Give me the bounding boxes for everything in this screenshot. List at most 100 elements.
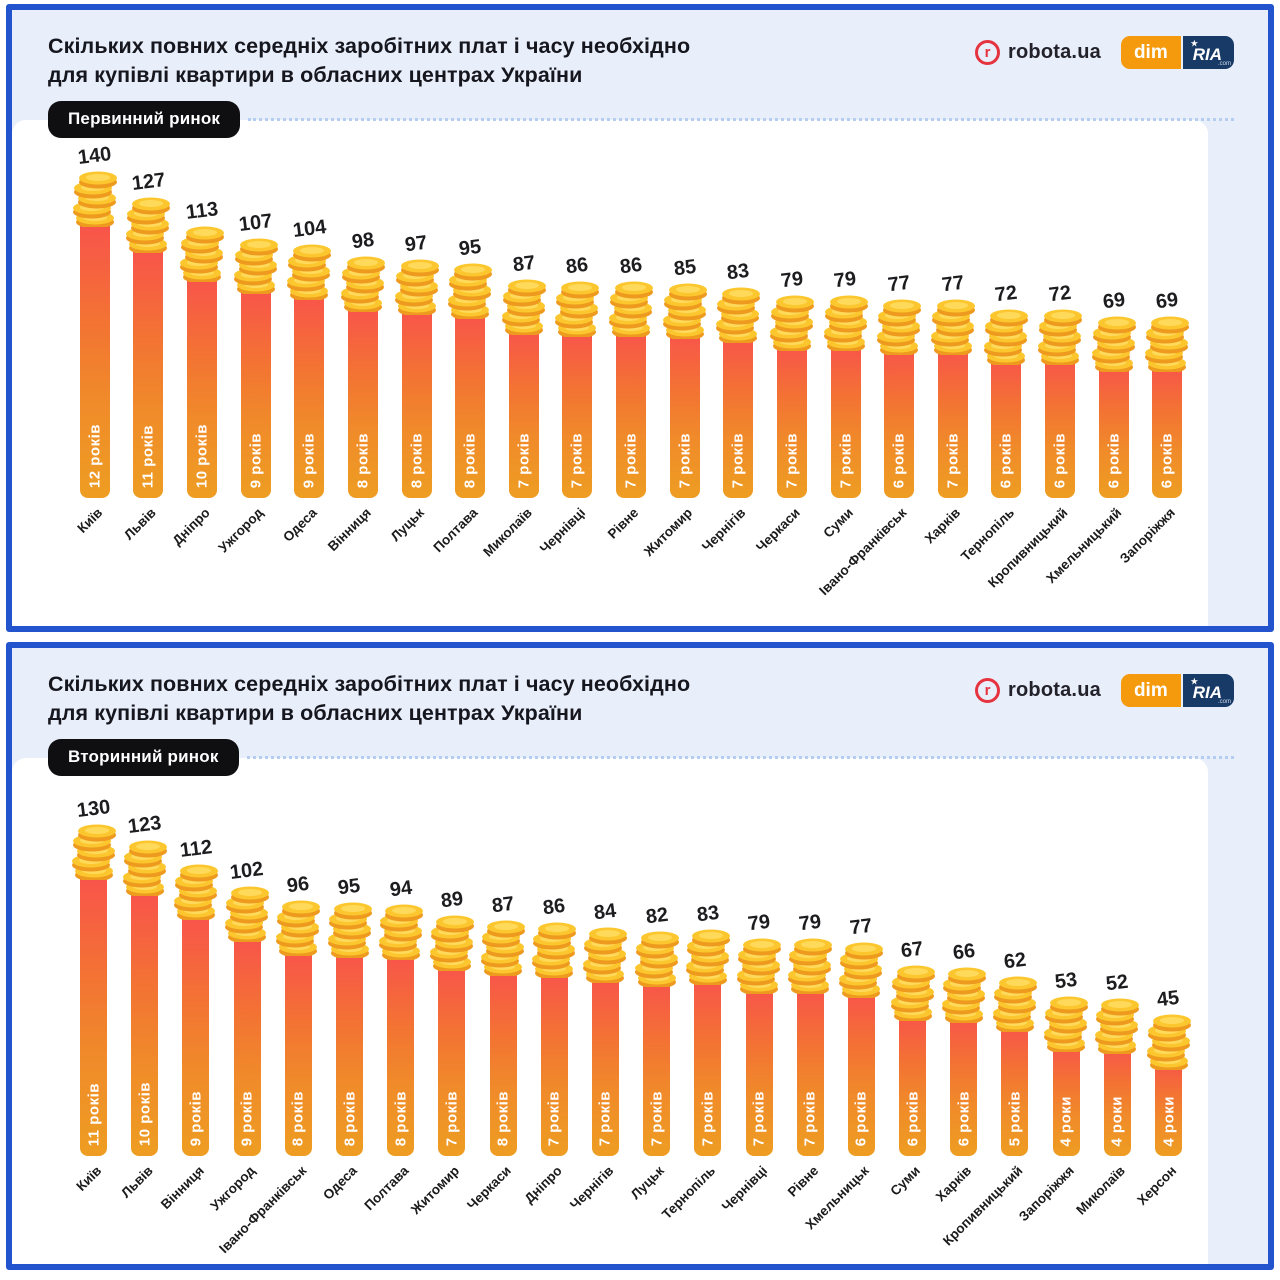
bar-years-label: 7 років (750, 1090, 768, 1147)
chart-sheet: 130 11 років Київ 123 10 років Львів 112 9 рокі… (12, 758, 1208, 1264)
city-label: Дніпро (169, 505, 213, 549)
badge-row: Первинний ринок (48, 101, 1234, 139)
coin-stack-icon (180, 226, 225, 283)
robota-r-icon: r (975, 678, 1001, 703)
city-label: Суми (887, 1163, 924, 1199)
bar-column: 77 6 років Івано-Франківськ (817, 272, 926, 598)
bar-value-label: 77 (940, 271, 966, 297)
salary-bar: 4 роки (1103, 1040, 1131, 1157)
city-label: Ужгород (215, 505, 267, 556)
bar-value-label: 79 (833, 267, 858, 293)
bar-years-label: 6 років (890, 432, 908, 489)
coin-stack-icon (1091, 316, 1136, 373)
city-label: Черкаси (463, 1163, 514, 1213)
coin-stack-icon (788, 938, 833, 995)
city-label: Тернопіль (659, 1163, 719, 1223)
bar-value-label: 98 (350, 228, 376, 254)
chart-title: Скільких повних середніх заробітних плат… (48, 32, 690, 89)
city-label: Черкаси (752, 505, 803, 555)
bar-value-label: 123 (126, 812, 163, 839)
bar-years-label: 7 років (944, 432, 962, 489)
bar-column: 94 8 років Полтава (361, 876, 426, 1213)
salary-bar: 7 років (669, 325, 700, 499)
salary-bar: 7 років (830, 337, 861, 499)
bar-column: 67 6 років Суми (887, 938, 938, 1199)
bar-value-label: 77 (848, 914, 874, 940)
bar-column: 95 8 років Одеса (320, 875, 375, 1203)
bar-column: 97 8 років Луцьк (388, 231, 444, 544)
bar-value-label: 83 (695, 901, 721, 927)
bar-column: 45 4 роки Херсон (1134, 987, 1194, 1208)
coin-stack-icon (737, 938, 782, 995)
coin-stack-icon (276, 900, 321, 957)
salary-bar: 7 років (745, 980, 773, 1157)
logos: r robota.ua dim ★ RIA .com (975, 36, 1234, 69)
bar-years-label: 7 років (515, 432, 533, 489)
salary-bar: 5 років (1001, 1018, 1029, 1157)
salary-bar: 6 років (1098, 358, 1129, 499)
title-line-1: Скільких повних середніх заробітних плат… (48, 34, 691, 58)
bar-value-label: 79 (746, 910, 772, 936)
bar-value-label: 96 (285, 872, 311, 898)
ria-com-label: .com (1217, 699, 1231, 705)
coin-stack-icon (1145, 316, 1190, 373)
coin-stack-icon (769, 295, 814, 352)
bar-column: 98 8 років Вінниця (325, 228, 390, 554)
bar-value-label: 69 (1101, 288, 1127, 314)
bar-years-label: 4 роки (1057, 1095, 1075, 1147)
coin-stack-icon (429, 915, 474, 972)
bar-column: 112 9 років Вінниця (158, 836, 221, 1212)
city-label: Львів (121, 505, 160, 543)
bar-years-label: 4 роки (1160, 1095, 1178, 1147)
panel-secondary-market: Скільких повних середніх заробітних плат… (6, 642, 1274, 1270)
bar-years-label: 6 років (1158, 432, 1176, 489)
bar-years-label: 9 років (187, 1090, 205, 1147)
bar-value-label: 97 (404, 231, 429, 257)
salary-bar: 8 років (489, 962, 517, 1157)
coin-stack-icon (1044, 996, 1089, 1053)
bar-years-label: 10 років (193, 424, 211, 489)
salary-bar: 6 років (899, 1007, 927, 1157)
bar-value-label: 94 (388, 876, 414, 902)
bar-years-label: 7 років (568, 432, 586, 489)
coin-stack-icon (287, 244, 332, 301)
coin-stack-icon (823, 295, 868, 352)
bar-column: 79 7 років Суми (819, 267, 873, 541)
salary-bar: 9 років (240, 280, 271, 499)
coin-stack-icon (126, 197, 171, 254)
salary-bar: 8 років (455, 305, 486, 499)
bar-column: 82 7 років Луцьк (628, 904, 682, 1202)
salary-bar: 8 років (347, 298, 378, 499)
bar-years-label: 7 років (648, 1090, 666, 1147)
bar-column: 87 8 років Черкаси (464, 893, 529, 1213)
coin-stack-icon (930, 299, 975, 356)
bar-column: 85 7 років Житомир (641, 256, 712, 559)
city-label: Ужгород (207, 1163, 258, 1214)
bar-column: 96 8 років Івано-Франківськ (216, 872, 324, 1256)
salary-bar: 6 років (950, 1009, 978, 1157)
bar-column: 107 9 років Ужгород (216, 210, 283, 556)
coin-stack-icon (233, 238, 278, 295)
bar-column: 95 8 років Полтава (431, 236, 497, 555)
salary-bar: 7 років (796, 980, 824, 1157)
bar-column: 77 6 років Хмельницьк (803, 914, 887, 1233)
bar-value-label: 66 (951, 939, 977, 965)
city-label: Луцьк (628, 1163, 668, 1203)
dim-logo: dim (1120, 36, 1181, 69)
bar-years-label: 4 роки (1108, 1095, 1126, 1147)
coin-stack-icon (72, 171, 117, 228)
city-label: Суми (820, 505, 857, 541)
city-label: Вінниця (157, 1163, 207, 1213)
city-label: Івано-Франківськ (215, 1163, 309, 1257)
bar-years-label: 6 років (904, 1090, 922, 1147)
title-line-2: для купівлі квартири в обласних центрах … (48, 62, 583, 87)
bar-value-label: 107 (237, 210, 274, 237)
bar-years-label: 6 років (955, 1090, 973, 1147)
city-label: Львів (117, 1163, 156, 1201)
bar-years-label: 7 років (596, 1090, 614, 1147)
bar-value-label: 86 (564, 253, 590, 279)
coin-stack-icon (173, 864, 218, 921)
bar-column: 89 7 років Житомир (408, 888, 477, 1217)
coin-stack-icon (992, 976, 1037, 1033)
city-label: Рівне (784, 1163, 821, 1200)
